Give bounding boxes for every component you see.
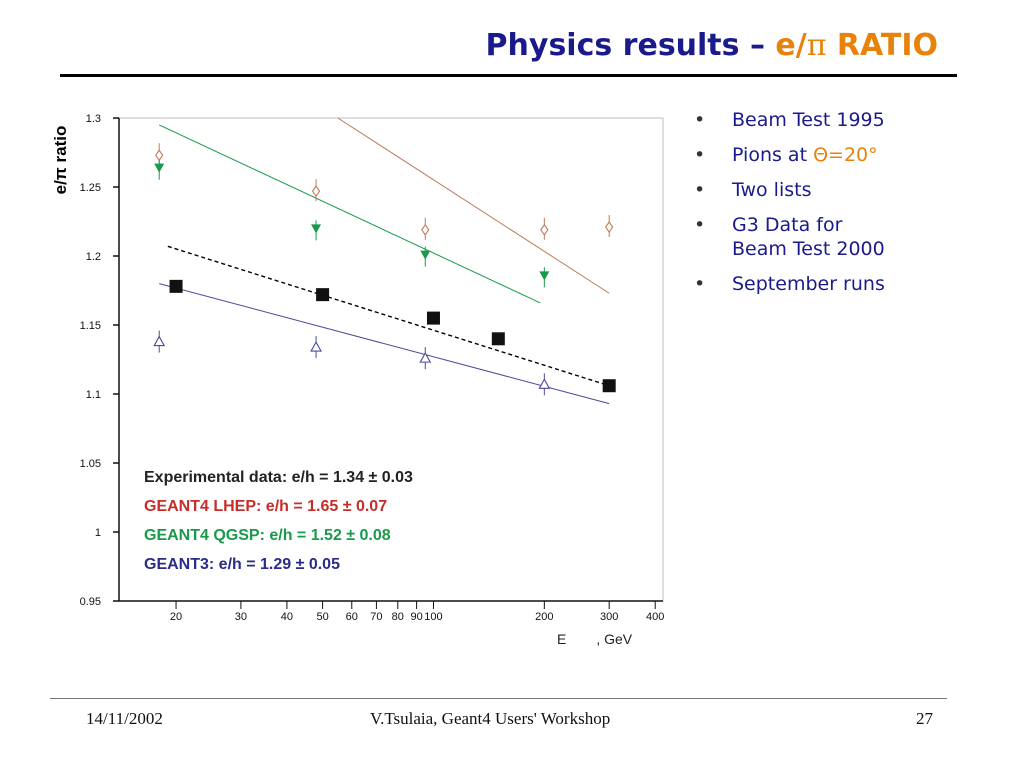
data-point-exp xyxy=(426,311,440,325)
footer-page-number: 27 xyxy=(916,709,933,728)
x-ticks: 20 30 40 50 60 70 80 90 100 200 300 400 xyxy=(170,601,664,623)
data-point-lhep xyxy=(421,223,430,236)
bullet-item: September runs xyxy=(690,272,885,296)
x-tick-label: 90 xyxy=(410,611,422,623)
bullet-text: September runs xyxy=(732,273,885,295)
footer-divider xyxy=(50,698,947,699)
title-accent-pi: π xyxy=(806,28,827,63)
data-point-g3 xyxy=(153,335,166,347)
title-main: Physics results – xyxy=(485,28,776,63)
data-point-lhep xyxy=(605,221,614,233)
y-ticks: 0.95 1 1.05 1.1 1.15 1.2 1.25 1.3 xyxy=(80,113,119,608)
bullet-text: Pions at xyxy=(732,144,814,166)
x-axis-label-symbol: E xyxy=(557,631,566,647)
data-point-exp xyxy=(169,279,183,293)
data-point-g3 xyxy=(310,340,323,352)
title-accent-ratio: RATIO xyxy=(826,28,938,63)
fit-line-qgsp xyxy=(158,124,541,304)
bullet-list: Beam Test 1995 Pions at Θ=20° Two lists … xyxy=(690,108,885,307)
data-point-qgsp xyxy=(420,250,431,260)
bullet-text: Two lists xyxy=(732,179,812,201)
fit-lines xyxy=(158,117,610,405)
legend-entry: GEANT3: e/h = 1.29 ± 0.05 xyxy=(144,556,340,573)
data-point-g3 xyxy=(538,378,551,389)
data-point-exp xyxy=(491,332,505,346)
x-tick-label: 80 xyxy=(392,611,404,623)
y-tick-label: 1.05 xyxy=(80,458,101,470)
data-point-qgsp xyxy=(311,224,322,234)
x-tick-label: 200 xyxy=(535,611,553,623)
x-tick-label: 400 xyxy=(646,611,664,623)
fit-line-lhep xyxy=(337,117,610,294)
title-accent: e/π RATIO xyxy=(775,28,938,63)
y-tick-label: 1 xyxy=(95,527,101,539)
slide-title: Physics results – e/π RATIO xyxy=(486,28,938,63)
y-tick-label: 1.3 xyxy=(86,113,101,125)
data-point-g3 xyxy=(419,351,432,363)
footer-date: 14/11/2002 xyxy=(86,709,163,728)
x-tick-label: 30 xyxy=(235,611,247,623)
bullet-item: Pions at Θ=20° xyxy=(690,143,885,167)
ratio-chart: 0.95 1 1.05 1.1 1.15 1.2 1.25 1.3 20 30 40 50 60 70 8… xyxy=(51,113,664,647)
x-tick-label: 20 xyxy=(170,611,182,623)
y-tick-label: 1.15 xyxy=(80,320,101,332)
bullet-item: Two lists xyxy=(690,178,885,202)
x-tick-label: 300 xyxy=(600,611,618,623)
y-tick-label: 0.95 xyxy=(80,596,101,608)
x-tick-label: 100 xyxy=(424,611,442,623)
data-point-lhep xyxy=(540,223,549,236)
fit-line-exp xyxy=(167,245,610,387)
x-axis-label: E , GeV xyxy=(557,631,633,647)
x-tick-label: 60 xyxy=(346,611,358,623)
legend: Experimental data: e/h = 1.34 ± 0.03 GEAN… xyxy=(144,469,413,573)
data-point-lhep xyxy=(155,149,164,162)
footer-center: V.Tsulaia, Geant4 Users' Workshop xyxy=(370,709,611,728)
title-divider xyxy=(60,74,957,77)
legend-entry: GEANT4 LHEP: e/h = 1.65 ± 0.07 xyxy=(144,498,387,515)
x-tick-label: 70 xyxy=(370,611,382,623)
data-point-qgsp xyxy=(539,271,550,281)
bullet-item: Beam Test 1995 xyxy=(690,108,885,132)
data-markers xyxy=(153,143,616,396)
bullet-text: Beam Test 1995 xyxy=(732,109,885,131)
y-tick-label: 1.1 xyxy=(86,389,101,401)
fit-line-g3 xyxy=(159,283,610,405)
y-axis-label: e/π ratio xyxy=(51,126,70,195)
x-axis-label-unit: , GeV xyxy=(596,631,632,647)
data-point-qgsp xyxy=(154,163,165,173)
y-tick-label: 1.2 xyxy=(86,251,101,263)
legend-entry: Experimental data: e/h = 1.34 ± 0.03 xyxy=(144,469,413,486)
data-point-exp xyxy=(602,379,616,393)
x-tick-label: 40 xyxy=(281,611,293,623)
title-accent-e: e/ xyxy=(775,28,807,63)
bullet-accent: Θ=20° xyxy=(813,144,878,166)
y-tick-label: 1.25 xyxy=(80,182,101,194)
bullet-text: Beam Test 2000 xyxy=(732,238,885,260)
x-tick-label: 50 xyxy=(316,611,328,623)
bullet-text: G3 Data for xyxy=(732,214,843,236)
data-point-lhep xyxy=(311,185,321,198)
data-point-exp xyxy=(316,288,330,302)
legend-entry: GEANT4 QGSP: e/h = 1.52 ± 0.08 xyxy=(144,527,391,544)
